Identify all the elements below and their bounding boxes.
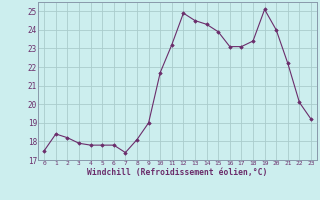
X-axis label: Windchill (Refroidissement éolien,°C): Windchill (Refroidissement éolien,°C) [87,168,268,177]
